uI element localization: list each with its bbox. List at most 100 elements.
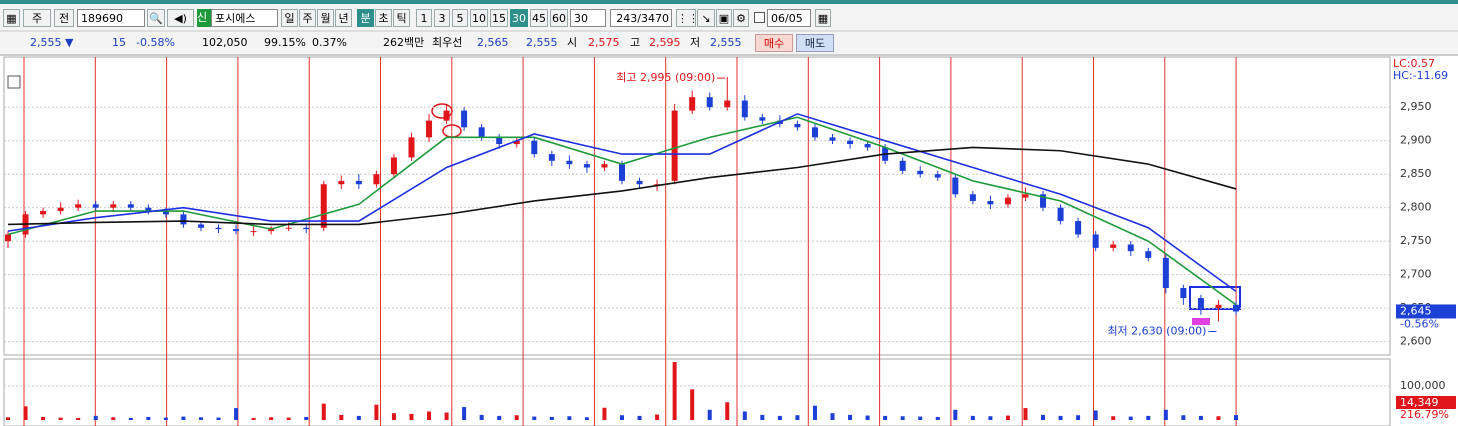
date-input[interactable]: 06/05 xyxy=(767,9,811,27)
menu-icon[interactable]: ▦ xyxy=(3,9,20,27)
y-tick-label: 2,600 xyxy=(1400,335,1432,348)
candle-body xyxy=(724,100,731,108)
candle-body xyxy=(233,229,240,232)
y-tick-label: 2,850 xyxy=(1400,167,1432,180)
candle-body xyxy=(1215,304,1222,309)
last-volume: 14,349 xyxy=(1400,396,1439,409)
period-button[interactable]: 5 xyxy=(452,9,468,27)
period-button[interactable]: 분 xyxy=(357,9,374,27)
volume-bar xyxy=(602,407,607,420)
period-button[interactable]: 주 xyxy=(299,9,316,27)
volume-bar xyxy=(497,415,502,420)
low: 2,555 xyxy=(710,36,742,49)
volume-bar xyxy=(234,408,239,420)
tool-icon[interactable]: ↘ xyxy=(697,9,715,27)
save-icon[interactable]: ▣ xyxy=(716,9,732,27)
candle-body xyxy=(934,174,941,178)
candle-body xyxy=(741,100,748,118)
candle-body xyxy=(513,140,520,145)
volume-bar xyxy=(427,411,432,420)
period-button[interactable]: 10 xyxy=(470,9,488,27)
candle-body xyxy=(794,123,801,128)
panel-icon[interactable] xyxy=(7,75,21,89)
sell-button[interactable]: 매도 xyxy=(796,34,834,52)
volume-bar xyxy=(1076,415,1081,420)
y-tick-label: 2,800 xyxy=(1400,201,1432,214)
checkbox[interactable] xyxy=(754,12,765,23)
volume-bar xyxy=(1146,415,1151,420)
volume-bar xyxy=(479,414,484,420)
candle-body xyxy=(426,120,433,138)
settings-icon[interactable]: ⚙ xyxy=(733,9,749,27)
volume-bar xyxy=(707,409,712,420)
period-button[interactable]: 15 xyxy=(490,9,508,27)
y-tick-label: 2,900 xyxy=(1400,134,1432,147)
period-button[interactable]: 월 xyxy=(317,9,334,27)
period-button[interactable]: 년 xyxy=(335,9,352,27)
interval-input[interactable]: 30 xyxy=(570,9,606,27)
period-button[interactable]: 3 xyxy=(434,9,450,27)
moving-average xyxy=(7,116,1237,306)
candle-body xyxy=(847,140,854,145)
candle-body xyxy=(478,127,485,138)
volume-bar xyxy=(181,416,186,420)
candle-body xyxy=(619,164,625,181)
volume-bar xyxy=(269,417,274,420)
buy-button[interactable]: 매수 xyxy=(755,34,793,52)
period-button[interactable]: 60 xyxy=(550,9,568,27)
volume-bar xyxy=(1198,415,1203,420)
volume-bar xyxy=(198,417,203,420)
candle-body xyxy=(952,177,959,195)
high-annotation: 최고 2,995 (09:00) xyxy=(616,71,715,84)
candle-body xyxy=(197,224,204,228)
turnover-rate: 0.37% xyxy=(312,36,347,49)
volume-bar xyxy=(795,415,800,420)
volume-bar xyxy=(1163,409,1168,420)
volume-bar xyxy=(216,417,221,420)
volume-ratio: 99.15% xyxy=(264,36,306,49)
candle-body xyxy=(443,110,450,121)
change-rate: -0.58% xyxy=(136,36,175,49)
calendar-icon[interactable]: ▦ xyxy=(815,9,831,27)
candle-body xyxy=(40,211,47,215)
tool-icon[interactable]: ⋮⋮ xyxy=(676,9,699,27)
candle-body xyxy=(75,204,82,208)
y-tick-label: 2,700 xyxy=(1400,268,1432,281)
candle-body xyxy=(531,140,538,155)
candle-body xyxy=(671,110,678,181)
period-button[interactable]: 30 xyxy=(510,9,528,27)
volume-bar xyxy=(321,403,326,420)
market-select[interactable]: 주 xyxy=(23,9,51,27)
period-button[interactable]: 1 xyxy=(416,9,432,27)
period-button[interactable]: 일 xyxy=(281,9,298,27)
candle-body xyxy=(408,137,415,158)
volume-bar xyxy=(1128,416,1133,420)
prev-button[interactable]: 전 xyxy=(54,9,74,27)
code-input[interactable]: 189690 xyxy=(77,9,145,27)
candle-body xyxy=(1075,221,1082,235)
period-button[interactable]: 초 xyxy=(375,9,392,27)
change: 15 xyxy=(112,36,126,49)
candle-body xyxy=(320,184,327,228)
volume-bar xyxy=(1041,414,1046,420)
candle-body xyxy=(636,180,643,185)
volume-bar xyxy=(549,416,554,420)
candle-body xyxy=(1145,251,1152,258)
period-button[interactable]: 45 xyxy=(530,9,548,27)
volume-bar xyxy=(41,416,46,420)
volume-bar xyxy=(970,415,975,420)
sound-button[interactable]: ◀) xyxy=(167,9,194,27)
search-button[interactable]: 🔍 xyxy=(147,9,165,27)
volume-bar xyxy=(374,404,379,420)
volume-bar xyxy=(1234,415,1238,420)
candle-body xyxy=(917,170,924,175)
last-volume-box xyxy=(1396,396,1456,409)
candle-body xyxy=(1162,257,1169,289)
candle-body xyxy=(180,214,187,225)
candle-body xyxy=(601,164,608,168)
volume-bar xyxy=(146,416,151,420)
period-button[interactable]: 틱 xyxy=(393,9,410,27)
volume-bar xyxy=(1216,416,1221,420)
volume: 102,050 xyxy=(202,36,248,49)
